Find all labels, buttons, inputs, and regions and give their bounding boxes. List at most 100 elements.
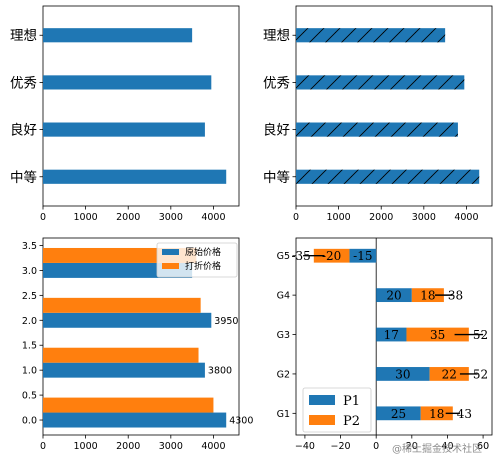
bar-p2 bbox=[429, 367, 469, 381]
plot-frame bbox=[42, 5, 240, 207]
x-tick-label: 1000 bbox=[74, 441, 98, 452]
watermark: @稀土掘金技术社区 bbox=[392, 442, 482, 455]
y-tick-label: 良好 bbox=[10, 123, 37, 139]
x-tick-label: 1000 bbox=[74, 212, 98, 223]
x-tick-label: 40 bbox=[441, 441, 453, 452]
bar-hatch bbox=[296, 28, 446, 43]
data-label-p1: -15 bbox=[353, 249, 372, 263]
data-label-p2: -20 bbox=[322, 249, 341, 263]
x-tick-label: 60 bbox=[477, 441, 489, 452]
y-tick-label: G1 bbox=[277, 409, 290, 420]
data-label-p2: 18 bbox=[429, 407, 444, 421]
data-label-total: 38 bbox=[448, 289, 463, 303]
x-tick-label: 1000 bbox=[327, 212, 351, 223]
legend-swatch bbox=[162, 263, 179, 269]
bar-discount bbox=[43, 347, 199, 363]
y-tick-label: G4 bbox=[277, 291, 290, 302]
x-tick-label: 4000 bbox=[201, 212, 225, 223]
y-tick-label: 3.0 bbox=[22, 266, 37, 277]
bar-discount bbox=[43, 297, 201, 313]
y-tick-label: 理想 bbox=[263, 28, 290, 44]
plot-frame bbox=[295, 237, 493, 436]
data-label-p2: 18 bbox=[420, 289, 435, 303]
x-tick-label: −20 bbox=[331, 441, 351, 452]
bar-p1 bbox=[349, 248, 377, 263]
bar-p1 bbox=[376, 327, 407, 342]
plot-frame bbox=[295, 5, 493, 207]
x-tick-label: 3000 bbox=[412, 212, 436, 223]
x-tick-label: 2000 bbox=[116, 212, 140, 223]
bar bbox=[43, 28, 193, 43]
y-tick-label: 优秀 bbox=[10, 75, 37, 91]
legend-label: P2 bbox=[343, 414, 360, 429]
data-label-p1: 17 bbox=[384, 328, 399, 342]
chart-1-top-left: 0 1000 2000 3000 4000 中等 良好 优秀 理想 bbox=[10, 5, 240, 223]
y-tick-label: 3.5 bbox=[22, 241, 37, 252]
x-tick-label: 3000 bbox=[159, 212, 183, 223]
data-label-p2: 35 bbox=[430, 328, 445, 342]
y-tick-label: 2.5 bbox=[22, 291, 37, 302]
y-tick-label: G2 bbox=[277, 369, 290, 380]
x-tick-label: 0 bbox=[40, 441, 46, 452]
bar-hatch bbox=[296, 122, 458, 137]
y-tick-label: 中等 bbox=[10, 169, 37, 186]
x-tick-label: 4000 bbox=[201, 441, 225, 452]
data-label-total: 52 bbox=[473, 328, 488, 342]
chart-2-top-right: 0 1000 2000 3000 4000 中等 良好 优秀 理想 bbox=[263, 5, 493, 223]
y-tick-label: 0.0 bbox=[22, 416, 37, 427]
legend-label: 打折价格 bbox=[185, 260, 221, 272]
bar-hatch bbox=[296, 75, 465, 90]
data-label-p2: 22 bbox=[442, 367, 457, 381]
legend-label: 原始价格 bbox=[185, 246, 221, 258]
bar-original bbox=[43, 262, 193, 278]
bar-p1 bbox=[376, 406, 421, 421]
plot-frame bbox=[42, 237, 240, 436]
y-tick-label: 1.5 bbox=[22, 341, 37, 352]
bar-discount bbox=[43, 397, 214, 413]
x-tick-label: 4000 bbox=[454, 212, 478, 223]
y-tick-label: 优秀 bbox=[263, 75, 290, 91]
data-label-p1: 25 bbox=[391, 407, 406, 421]
bar bbox=[43, 122, 205, 137]
bar-p2 bbox=[406, 327, 469, 342]
y-tick-label: 0.5 bbox=[22, 391, 37, 402]
bar-p1 bbox=[376, 288, 412, 303]
bar bbox=[43, 75, 212, 90]
legend-swatch bbox=[309, 395, 335, 405]
y-tick-label: 1.0 bbox=[22, 366, 37, 377]
data-label: 4300 bbox=[229, 416, 253, 427]
x-tick-label: 0 bbox=[40, 212, 46, 223]
x-tick-label: −40 bbox=[295, 441, 315, 452]
x-tick-label: 20 bbox=[406, 441, 418, 452]
x-tick-label: 2000 bbox=[116, 441, 140, 452]
bar-p2 bbox=[411, 288, 444, 303]
bar-hatch bbox=[296, 169, 480, 184]
legend-label: P1 bbox=[343, 394, 360, 409]
data-label-total: -35 bbox=[291, 249, 310, 263]
bar-p2 bbox=[420, 406, 453, 421]
x-tick-label: 3000 bbox=[159, 441, 183, 452]
x-tick-label: 0 bbox=[373, 441, 379, 452]
data-label-total: 43 bbox=[457, 407, 472, 421]
y-tick-label: 理想 bbox=[10, 28, 37, 44]
bar-p1 bbox=[376, 367, 430, 381]
y-tick-label: 2.0 bbox=[22, 316, 37, 327]
bar-original bbox=[43, 362, 205, 378]
data-label-total: 52 bbox=[473, 367, 488, 381]
y-tick-label: G5 bbox=[277, 251, 290, 262]
legend-swatch bbox=[162, 249, 179, 255]
data-label-p1: 20 bbox=[386, 289, 401, 303]
bar bbox=[43, 169, 227, 184]
data-label: 3950 bbox=[214, 316, 238, 327]
chart-4-bottom-right: −40 −20 0 20 40 60 G1 25 18 43 G2 30 22 52 G3 17 35 52 G4 2… bbox=[277, 237, 493, 452]
data-label-p1: 30 bbox=[395, 367, 410, 381]
bar-p2 bbox=[313, 248, 350, 263]
legend-swatch bbox=[309, 415, 335, 425]
x-tick-label: 2000 bbox=[369, 212, 393, 223]
legend-frame bbox=[302, 387, 372, 433]
y-tick-label: G3 bbox=[277, 330, 290, 341]
x-tick-label: 0 bbox=[293, 212, 299, 223]
